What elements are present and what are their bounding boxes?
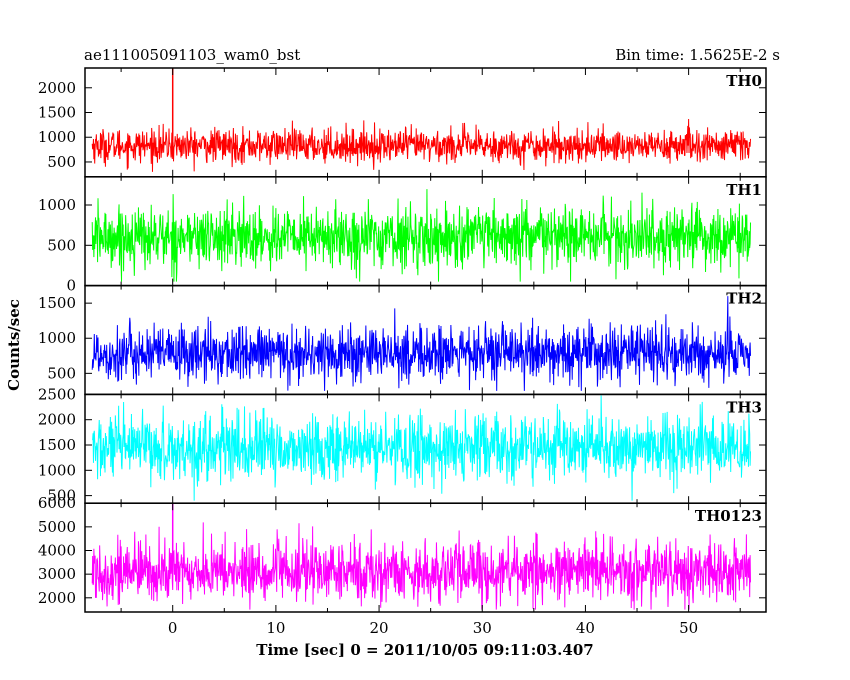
panel-label: TH0123 bbox=[695, 507, 762, 525]
y-tick-label: 3000 bbox=[38, 565, 76, 583]
x-tick-label: 50 bbox=[679, 619, 698, 637]
panel-label: TH1 bbox=[726, 181, 762, 199]
panel-th3: 500 1000 1500 2000 2500 TH3 bbox=[38, 385, 767, 505]
series-th1 bbox=[91, 189, 752, 282]
panel-th2: 500 1000 1500 TH2 bbox=[38, 284, 767, 396]
y-tick-label: 2500 bbox=[38, 385, 76, 403]
y-tick-label: 1500 bbox=[38, 436, 76, 454]
x-tick-label: 10 bbox=[266, 619, 285, 637]
x-tick-label: 40 bbox=[576, 619, 595, 637]
series-th0123 bbox=[91, 522, 752, 610]
panel-th0123: 2000 3000 4000 5000 6000 TH0123 bbox=[38, 494, 767, 613]
panels-group: 500 1000 1500 2000 TH0 0 500 1000 TH1 500 1000 1500… bbox=[38, 67, 767, 613]
panel-th1: 0 500 1000 TH1 bbox=[38, 176, 767, 295]
y-tick-label: 500 bbox=[47, 153, 76, 171]
y-tick-label: 0 bbox=[66, 277, 76, 295]
y-tick-label: 1000 bbox=[38, 128, 76, 146]
y-axis-label: Counts/sec bbox=[5, 299, 23, 391]
panel-frame bbox=[84, 67, 767, 178]
y-tick-label: 1000 bbox=[38, 329, 76, 347]
x-axis-label: Time [sec] 0 = 2011/10/05 09:11:03.407 bbox=[256, 641, 593, 659]
y-tick-label: 1000 bbox=[38, 461, 76, 479]
y-tick-label: 5000 bbox=[38, 518, 76, 536]
y-tick-label: 4000 bbox=[38, 542, 76, 560]
bin-time-label: Bin time: 1.5625E-2 s bbox=[615, 46, 780, 64]
y-tick-label: 2000 bbox=[38, 79, 76, 97]
series-th3 bbox=[92, 395, 752, 501]
panel-th0: 500 1000 1500 2000 TH0 bbox=[38, 67, 767, 178]
y-tick-label: 1000 bbox=[38, 196, 76, 214]
y-tick-label: 1500 bbox=[38, 294, 76, 312]
series-th0 bbox=[91, 118, 752, 172]
y-tick-label: 2000 bbox=[38, 411, 76, 429]
x-tick-label: 30 bbox=[473, 619, 492, 637]
x-tick-label: 20 bbox=[370, 619, 389, 637]
series-th2 bbox=[91, 296, 752, 391]
y-tick-label: 2000 bbox=[38, 589, 76, 607]
panel-label: TH2 bbox=[726, 290, 762, 308]
panel-frame bbox=[84, 502, 767, 613]
y-tick-label: 500 bbox=[47, 236, 76, 254]
y-tick-label: 1500 bbox=[38, 104, 76, 122]
panel-label: TH3 bbox=[726, 398, 762, 416]
x-axis: 0 10 20 30 40 50 bbox=[168, 619, 698, 637]
y-tick-label: 6000 bbox=[38, 494, 76, 512]
chart-title: ae111005091103_wam0_bst bbox=[84, 46, 300, 64]
y-tick-label: 500 bbox=[47, 364, 76, 382]
panel-label: TH0 bbox=[726, 72, 762, 90]
y-tick-label: 500 bbox=[47, 487, 76, 505]
panel-frame bbox=[84, 284, 767, 396]
x-tick-label: 0 bbox=[168, 619, 178, 637]
